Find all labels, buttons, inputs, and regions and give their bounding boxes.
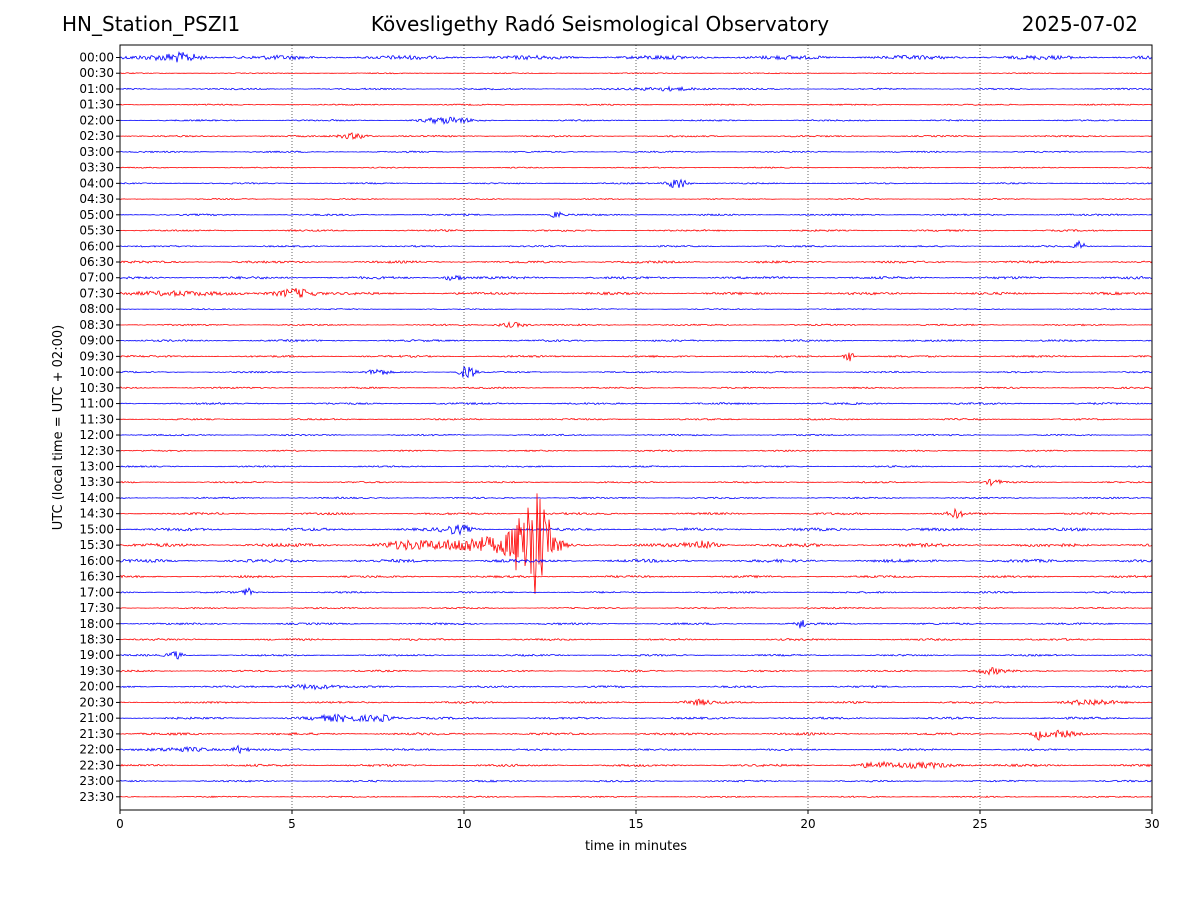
y-tick-label: 10:00	[79, 365, 114, 379]
y-tick-label: 21:00	[79, 711, 114, 725]
trace-1800	[120, 619, 1153, 629]
x-tick-label: 0	[116, 817, 124, 831]
trace-2330	[119, 795, 1153, 799]
y-axis-label: UTC (local time = UTC + 02:00)	[51, 325, 66, 530]
trace-1730	[120, 606, 1153, 610]
chart-title: Kövesligethy Radó Seismological Observat…	[370, 12, 830, 36]
y-tick-label: 10:30	[79, 381, 114, 395]
x-tick-label: 5	[288, 817, 296, 831]
trace-1130	[119, 417, 1153, 421]
y-tick-label: 07:00	[79, 271, 114, 285]
trace-0930	[119, 352, 1153, 362]
y-tick-label: 04:00	[79, 176, 114, 190]
y-tick-label: 15:00	[79, 522, 114, 536]
y-tick-label: 08:30	[79, 318, 114, 332]
y-tick-label: 15:30	[79, 538, 114, 552]
y-tick-label: 11:30	[79, 412, 114, 426]
y-tick-label: 20:00	[79, 680, 114, 694]
y-tick-label: 06:00	[79, 239, 114, 253]
y-tick-label: 00:00	[79, 51, 114, 65]
x-axis-label: time in minutes	[585, 839, 687, 854]
y-tick-label: 04:30	[79, 192, 114, 206]
trace-2130	[119, 729, 1153, 741]
trace-group	[119, 50, 1153, 799]
y-tick-label: 06:30	[79, 255, 114, 269]
grid-lines	[291, 45, 981, 810]
y-tick-label: 19:30	[79, 664, 114, 678]
x-tick-label: 25	[972, 817, 987, 831]
x-tick-label: 10	[456, 817, 471, 831]
y-tick-label: 14:30	[79, 507, 114, 521]
y-tick-label: 18:30	[79, 633, 114, 647]
x-axis: 0 5 10 15 20 25 30	[116, 810, 1160, 831]
y-tick-label: 20:30	[79, 695, 114, 709]
trace-2000	[119, 683, 1153, 691]
trace-0300	[119, 150, 1153, 154]
y-tick-label: 02:30	[79, 129, 114, 143]
y-tick-label: 01:00	[79, 82, 114, 96]
y-tick-label: 05:00	[79, 208, 114, 222]
chart-date: 2025-07-02	[1021, 12, 1138, 36]
y-tick-label: 08:00	[79, 302, 114, 316]
station-name: HN_Station_PSZI1	[62, 12, 241, 36]
y-tick-label: 01:30	[79, 98, 114, 112]
trace-0530	[119, 228, 1153, 233]
trace-1100	[119, 401, 1153, 406]
trace-0730	[119, 288, 1153, 298]
y-tick-label: 13:30	[79, 475, 114, 489]
y-tick-label: 07:30	[79, 286, 114, 300]
y-tick-label: 13:00	[79, 459, 114, 473]
trace-1500	[119, 524, 1153, 536]
y-tick-label: 03:00	[79, 145, 114, 159]
trace-2200	[119, 744, 1153, 755]
y-tick-label: 22:00	[79, 743, 114, 757]
y-tick-label: 14:00	[79, 491, 114, 505]
trace-1330	[119, 478, 1153, 487]
y-tick-label: 16:30	[79, 570, 114, 584]
trace-1530	[119, 493, 1153, 594]
y-tick-label: 23:00	[79, 774, 114, 788]
x-tick-label: 30	[1144, 817, 1159, 831]
trace-0700	[119, 274, 1153, 282]
y-tick-label: 19:00	[79, 648, 114, 662]
y-tick-label: 03:30	[79, 161, 114, 175]
y-tick-label: 18:00	[79, 617, 114, 631]
y-tick-label: 02:00	[79, 113, 114, 127]
y-tick-label: 16:00	[79, 554, 114, 568]
trace-0100	[119, 85, 1153, 92]
x-tick-label: 15	[628, 817, 643, 831]
trace-0900	[119, 338, 1153, 343]
y-tick-label: 09:00	[79, 334, 114, 348]
y-tick-label: 12:30	[79, 444, 114, 458]
x-tick-label: 20	[800, 817, 815, 831]
y-tick-label: 11:00	[79, 397, 114, 411]
y-tick-label: 12:00	[79, 428, 114, 442]
y-tick-label: 00:30	[79, 66, 114, 80]
y-tick-label: 22:30	[79, 758, 114, 772]
y-tick-label: 09:30	[79, 349, 114, 363]
trace-0030	[119, 72, 1152, 75]
y-tick-label: 17:00	[79, 585, 114, 599]
y-tick-label: 17:30	[79, 601, 114, 615]
y-tick-label: 05:30	[79, 224, 114, 238]
y-tick-label: 23:30	[79, 790, 114, 804]
trace-1930	[119, 667, 1153, 676]
trace-0500	[119, 210, 1153, 219]
trace-0330	[119, 166, 1153, 169]
y-tick-label: 21:30	[79, 727, 114, 741]
